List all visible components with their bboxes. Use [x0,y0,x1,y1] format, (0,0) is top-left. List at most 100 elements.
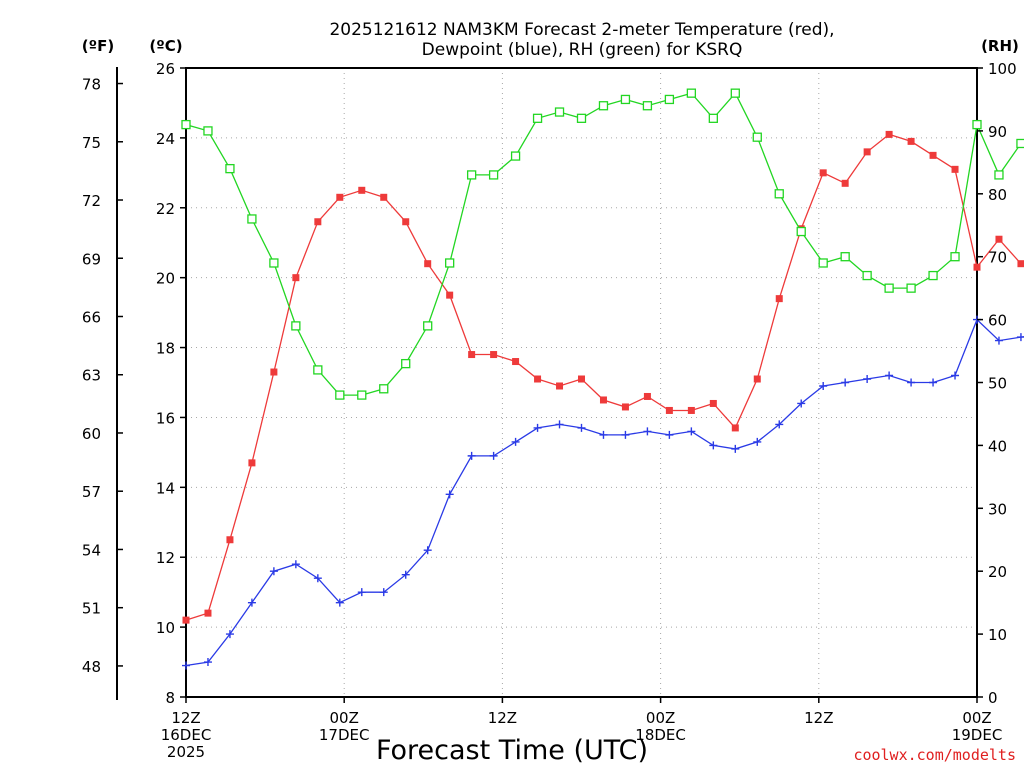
fahrenheit-tick-label: 51 [82,600,101,618]
temperature-point [182,616,190,624]
temperature-point [248,459,256,467]
rh-point [752,132,762,142]
fahrenheit-unit-label: (ºF) [82,37,114,55]
temperature-point [314,218,322,226]
rh-point [664,94,675,105]
temperature-point [775,295,783,303]
rh-point [994,170,1004,180]
rh-tick-label: 80 [988,186,1007,204]
rh-unit-label: (RH) [981,37,1019,55]
rh-point [884,283,894,293]
temperature-point [468,351,476,359]
fahrenheit-tick-label: 78 [82,76,101,94]
rh-point [862,270,872,281]
fahrenheit-tick-label: 60 [82,425,101,443]
rh-point [642,101,653,111]
rh-tick-label: 100 [988,60,1017,78]
data-series [181,88,1024,670]
dewpoint-point [841,378,850,387]
source-credit: coolwx.com/modelts [853,746,1016,764]
x-tick-label: 12Z [171,709,200,727]
grid-lines [186,68,977,697]
x-tick-label: 18DEC [635,726,686,744]
celsius-tick-label: 10 [156,619,175,637]
dewpoint-point [445,490,454,499]
rh-tick-label: 20 [988,563,1007,581]
rh-point [510,151,521,161]
rh-point [554,107,565,117]
dewpoint-point [533,423,542,432]
temperature-point [226,536,234,544]
x-tick-label: 17DEC [319,726,370,744]
x-tick-label: 2025 [167,743,205,761]
rh-point [445,258,455,268]
dewpoint-point [994,336,1003,345]
temperature-point [578,375,585,383]
dewpoint-point [907,378,916,387]
temperature-point [709,399,717,407]
dewpoint-point [863,375,872,384]
temperature-point [951,165,959,173]
temperature-point [204,609,212,617]
rh-point [972,119,982,130]
x-tick-label: 12Z [488,709,517,727]
rh-point [247,214,257,224]
temperature-point [599,396,607,404]
rh-point [335,390,345,400]
dewpoint-point [753,437,762,446]
rh-tick-label: 60 [988,312,1007,330]
fahrenheit-tick-label: 75 [82,134,101,152]
rh-point [950,252,960,262]
dewpoint-point [423,546,432,555]
rh-point [796,226,806,237]
rh-point [181,119,191,130]
fahrenheit-tick-label: 66 [82,308,101,326]
rh-point [357,390,367,400]
dewpoint-point [1016,333,1024,342]
rh-tick-label: 30 [988,500,1007,518]
dewpoint-point [555,420,564,429]
dewpoint-point [687,427,696,436]
temperature-point [490,351,498,359]
temperature-point [885,130,893,138]
celsius-tick-label: 16 [156,409,175,427]
dewpoint-point [599,430,608,439]
rh-point [686,88,697,98]
temperature-point [665,406,673,414]
x-tick-label: 00Z [646,709,675,727]
axes [116,67,978,700]
chart-title-line-2: Dewpoint (blue), RH (green) for KSRQ [422,40,743,60]
temperature-line [185,133,1024,621]
rh-tick-label: 10 [988,626,1007,644]
rh-point [598,101,609,111]
rh-point [488,170,499,180]
rh-point [928,270,938,281]
dewpoint-point [797,399,806,408]
rh-point [818,258,828,268]
celsius-tick-label: 20 [156,270,175,288]
rh-tick-label: 0 [988,689,998,707]
temperature-point [753,375,761,383]
fahrenheit-tick-label: 54 [82,541,101,559]
dewpoint-point [291,560,300,569]
celsius-tick-label: 14 [156,479,175,497]
dewpoint-point [489,451,498,460]
celsius-tick-label: 26 [156,60,175,78]
temperature-point [929,151,937,159]
temperature-point [270,368,278,376]
rh-point [620,94,631,105]
rh-point [1016,138,1024,149]
x-tick-label: 00Z [330,709,359,727]
dewpoint-point [357,588,366,597]
rh-point [840,252,850,262]
rh-point [225,163,235,174]
temperature-point [556,382,564,390]
temperature-point [621,403,629,411]
temperature-point [358,186,366,194]
rh-point [906,283,916,293]
temperature-point [863,148,871,156]
rh-point [269,258,279,268]
temperature-point [380,193,388,201]
temperature-point [907,137,915,145]
